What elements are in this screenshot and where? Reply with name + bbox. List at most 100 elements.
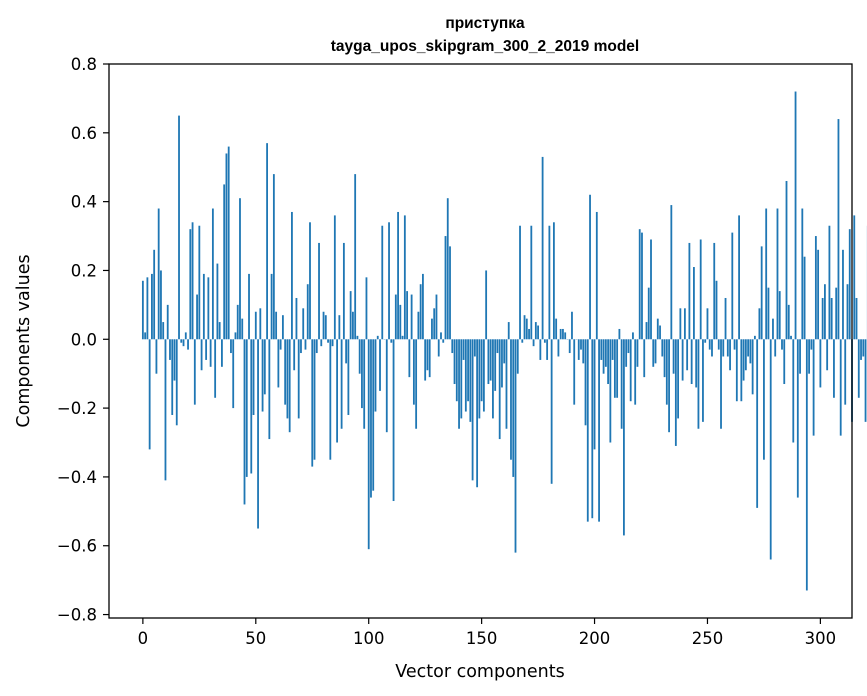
bar [202,273,205,340]
bar [760,246,763,340]
bar [184,332,187,340]
bar [345,339,348,364]
bar [659,325,661,340]
bar [763,339,765,460]
bar [589,194,591,340]
bar [496,339,499,354]
bar [652,339,655,367]
bar [331,339,334,347]
bar [169,339,171,360]
bar [573,339,576,405]
bar [846,284,849,340]
bar [342,242,345,340]
bar [399,304,402,340]
bar [469,339,472,422]
y-tick-label: 0.2 [71,261,97,280]
bar [478,339,481,419]
bar [379,339,381,391]
bar [864,339,867,422]
bar [826,339,829,371]
bar [322,311,325,340]
bar [182,339,185,347]
bar [288,339,291,433]
bar [693,267,695,340]
bar [634,339,637,405]
bar [724,297,727,340]
bar [291,211,293,340]
bar [415,339,418,429]
bar [787,304,790,340]
bar [670,205,673,340]
bar [695,339,698,388]
bar [223,184,226,340]
bar [844,339,847,405]
bar [672,339,675,374]
x-tick-label: 0 [138,629,149,648]
bar [690,339,693,385]
bar [489,339,492,381]
bar [507,322,510,340]
x-tick-label: 150 [466,629,498,648]
bar [814,236,817,340]
bar [833,339,835,398]
bar [699,239,702,340]
bar [266,143,268,340]
bar [772,318,774,340]
bars-group [141,91,867,591]
bar [467,339,469,402]
bar [410,294,413,340]
bar [514,339,517,553]
bar [550,339,553,484]
bar [277,339,280,388]
bar [257,339,259,529]
bar [358,339,361,374]
bar [211,208,214,340]
bar [417,311,420,340]
y-axis-ticks: −0.8 −0.6 −0.4 −0.2 0.0 0.2 0.4 0.6 0.8 [57,55,109,625]
bar [835,287,838,340]
bar [708,339,711,350]
bar [336,339,338,443]
bar [627,339,630,354]
bar [419,284,422,340]
y-tick-label: −0.2 [57,399,97,418]
bar [552,222,555,340]
bar [543,339,546,343]
bar [207,277,210,340]
bar [674,339,677,446]
bar [819,339,822,388]
bar [437,339,440,357]
bar [245,339,248,477]
bar [281,315,284,340]
bar [604,339,607,367]
bar [781,339,783,350]
bar [498,339,501,440]
bar [828,225,831,340]
bar [616,339,619,398]
bar [641,232,643,340]
bar [557,339,560,357]
bar [349,291,352,340]
bar [810,339,813,350]
bar [607,339,609,385]
bar [230,339,232,354]
bar [860,339,862,360]
bar [821,297,824,340]
bar [485,270,488,340]
bar [618,328,621,340]
bar [521,339,524,343]
bar [713,242,716,340]
bar [304,339,307,350]
bar [209,339,212,367]
bar [516,339,519,374]
bar [424,339,427,381]
bar [505,339,508,429]
bar [776,208,779,340]
bar [464,339,467,412]
bar [234,332,237,340]
bar [857,339,860,398]
y-axis-label: Components values [14,254,34,427]
bar [620,339,623,429]
bar [263,339,266,395]
bar [412,339,415,405]
